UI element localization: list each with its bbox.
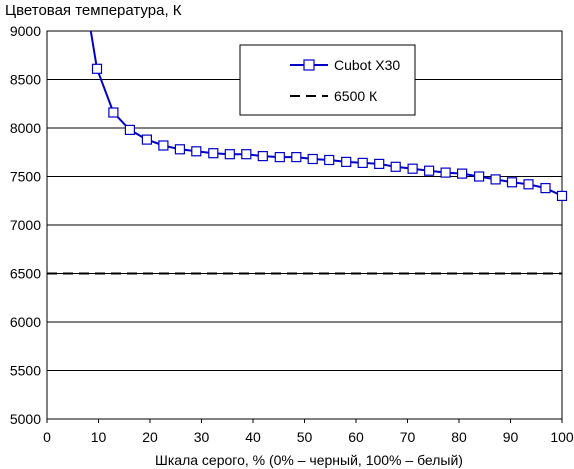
- legend-label-6500: 6500 К: [334, 88, 378, 104]
- x-tick-label: 30: [194, 429, 210, 445]
- data-point: [158, 140, 169, 151]
- x-tick-label: 90: [503, 429, 519, 445]
- x-tick-label: 10: [91, 429, 107, 445]
- x-tick-label: 50: [297, 429, 313, 445]
- legend: Cubot X30 6500 К: [239, 44, 416, 116]
- y-tick-label: 8500: [10, 72, 41, 88]
- x-tick-label: 40: [245, 429, 261, 445]
- data-point: [440, 167, 451, 178]
- data-point: [390, 161, 401, 172]
- data-point: [374, 158, 385, 169]
- y-tick-label: 9000: [10, 23, 41, 39]
- data-point: [556, 190, 568, 201]
- data-point: [424, 165, 435, 176]
- x-tick-label: 60: [348, 429, 364, 445]
- data-point: [174, 144, 185, 155]
- x-tick-label: 20: [142, 429, 158, 445]
- data-point: [274, 152, 285, 163]
- data-point: [324, 154, 335, 166]
- data-point: [523, 179, 534, 190]
- y-tick-label: 6000: [10, 314, 41, 330]
- x-tick-label: 100: [550, 429, 574, 445]
- data-point: [540, 183, 551, 194]
- data-point: [124, 124, 136, 136]
- data-point: [241, 149, 252, 160]
- y-tick-label: 5000: [10, 411, 41, 427]
- y-axis-ticks: 5000 5500 6000 6500 7000 7500 8000 8500 9000: [10, 23, 41, 427]
- data-point: [341, 156, 352, 167]
- data-point: [357, 157, 368, 168]
- x-axis-label: Шкала серого, % (0% – черный, 100% – бел…: [155, 452, 463, 468]
- chart-title: Цветовая температура, К: [5, 2, 182, 19]
- data-point: [506, 177, 518, 188]
- x-axis-ticks: 0 10 20 30 40 50 60 70 80 90 100: [43, 419, 574, 445]
- legend-box: [239, 44, 416, 116]
- data-point: [108, 107, 119, 118]
- x-tick-label: 80: [451, 429, 467, 445]
- y-tick-label: 6500: [10, 266, 41, 282]
- data-point: [224, 149, 235, 160]
- data-point: [91, 63, 103, 74]
- x-tick-label: 0: [43, 429, 51, 445]
- data-point: [191, 146, 202, 157]
- data-point: [307, 153, 318, 165]
- y-tick-label: 7000: [10, 217, 41, 233]
- legend-label-cubot: Cubot X30: [334, 57, 400, 73]
- data-point: [257, 151, 268, 162]
- data-point: [457, 168, 468, 179]
- x-tick-label: 70: [400, 429, 416, 445]
- y-tick-label: 8000: [10, 120, 41, 136]
- legend-marker-cubot: [303, 59, 315, 71]
- data-point: [490, 174, 501, 185]
- data-point: [208, 148, 219, 159]
- series-cubot-group: [89, 30, 568, 201]
- data-point: [407, 163, 418, 174]
- y-tick-label: 7500: [10, 169, 41, 185]
- data-point: [291, 152, 302, 163]
- data-point: [141, 134, 152, 145]
- y-tick-label: 5500: [10, 363, 41, 379]
- data-point: [474, 171, 485, 182]
